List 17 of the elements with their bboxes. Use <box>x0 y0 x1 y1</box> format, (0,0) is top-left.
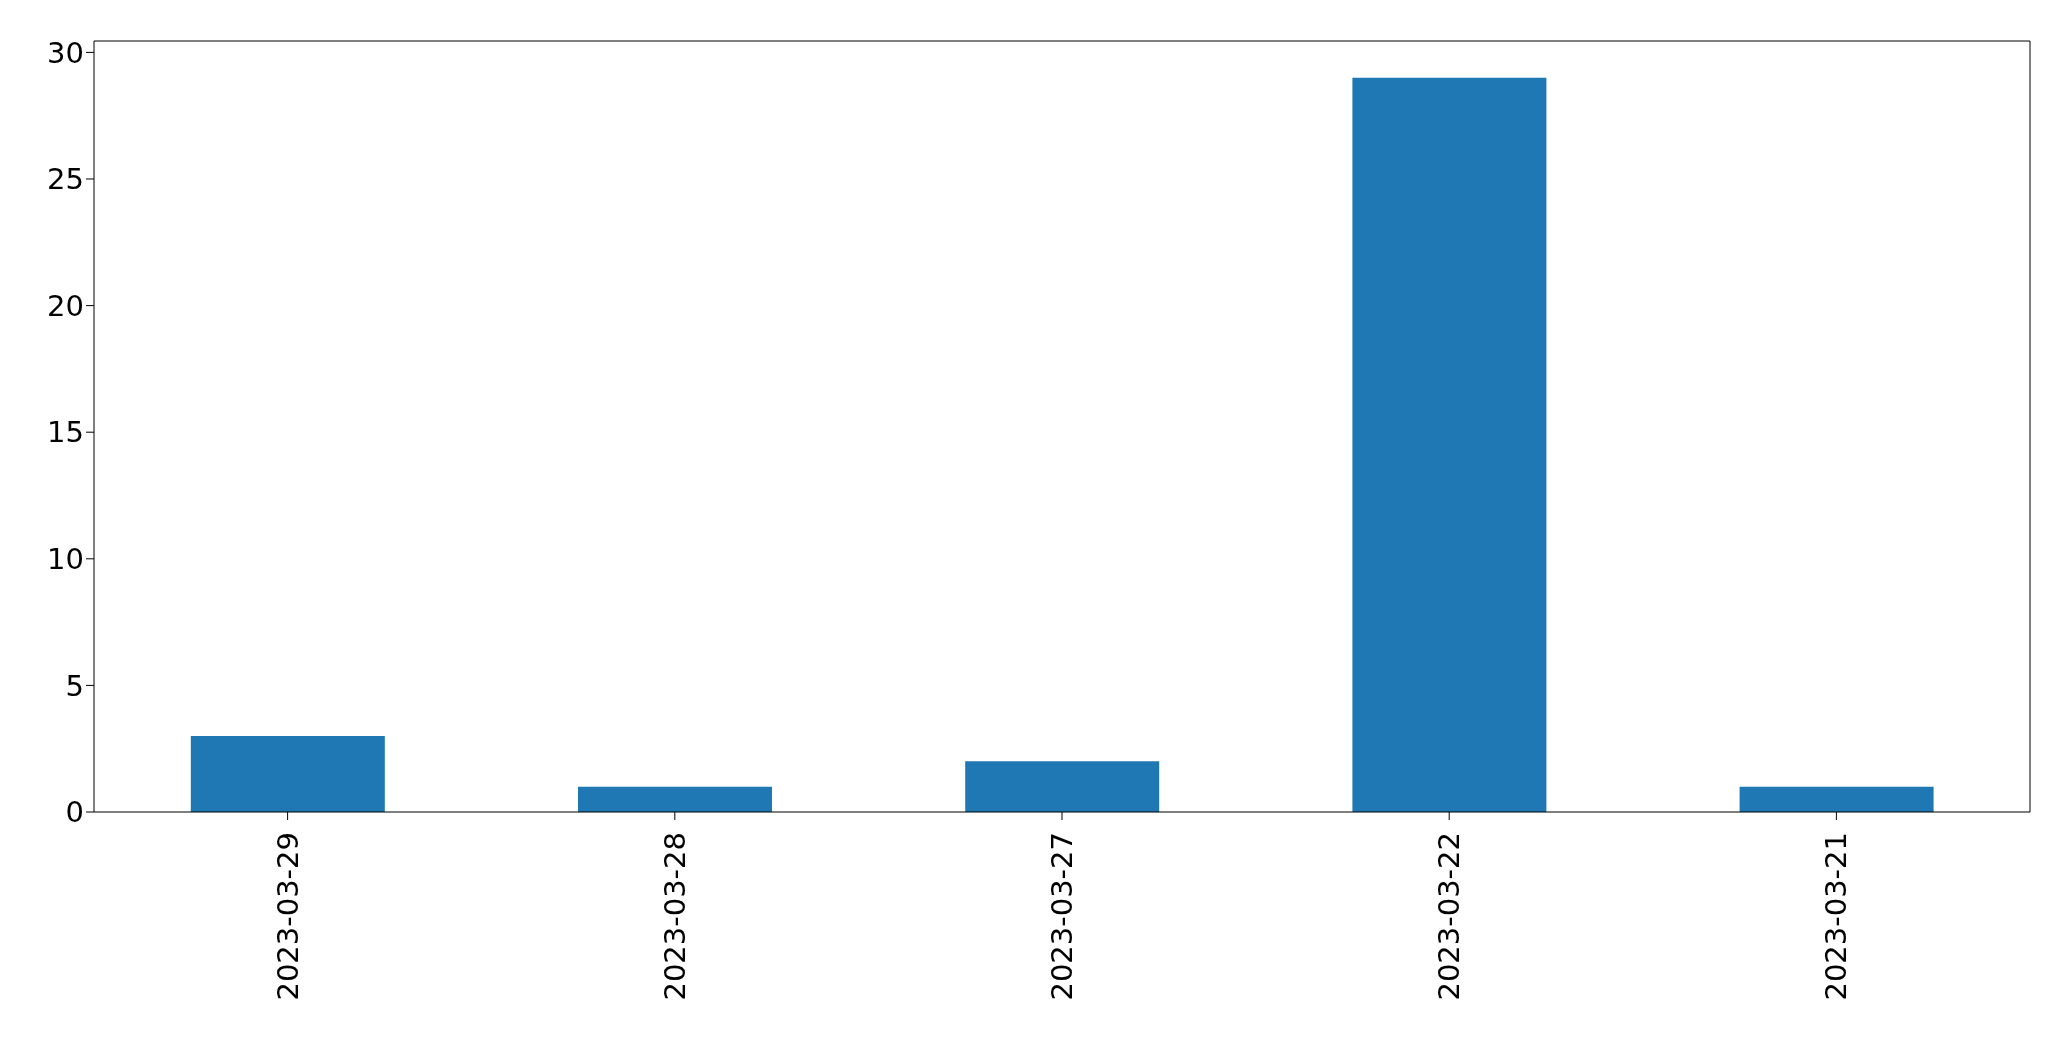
bar <box>578 786 772 812</box>
y-tick-label: 20 <box>47 288 84 323</box>
y-tick-label: 30 <box>47 35 84 70</box>
x-tick-label: 2023-03-29 <box>270 832 305 1001</box>
y-tick-label: 5 <box>65 668 84 703</box>
y-tick-label: 15 <box>47 415 84 450</box>
bar <box>190 736 385 812</box>
x-tick-label: 2023-03-22 <box>1432 832 1467 1001</box>
y-tick-label: 10 <box>47 542 84 577</box>
x-tick-label: 2023-03-21 <box>1819 832 1854 1001</box>
x-tick-label: 2023-03-28 <box>657 832 692 1001</box>
y-tick-label: 25 <box>47 162 84 197</box>
bar <box>965 761 1160 812</box>
x-tick-label: 2023-03-27 <box>1045 832 1079 1001</box>
bar <box>1352 77 1547 812</box>
bar <box>1739 786 1934 812</box>
y-tick-label: 0 <box>65 795 84 830</box>
